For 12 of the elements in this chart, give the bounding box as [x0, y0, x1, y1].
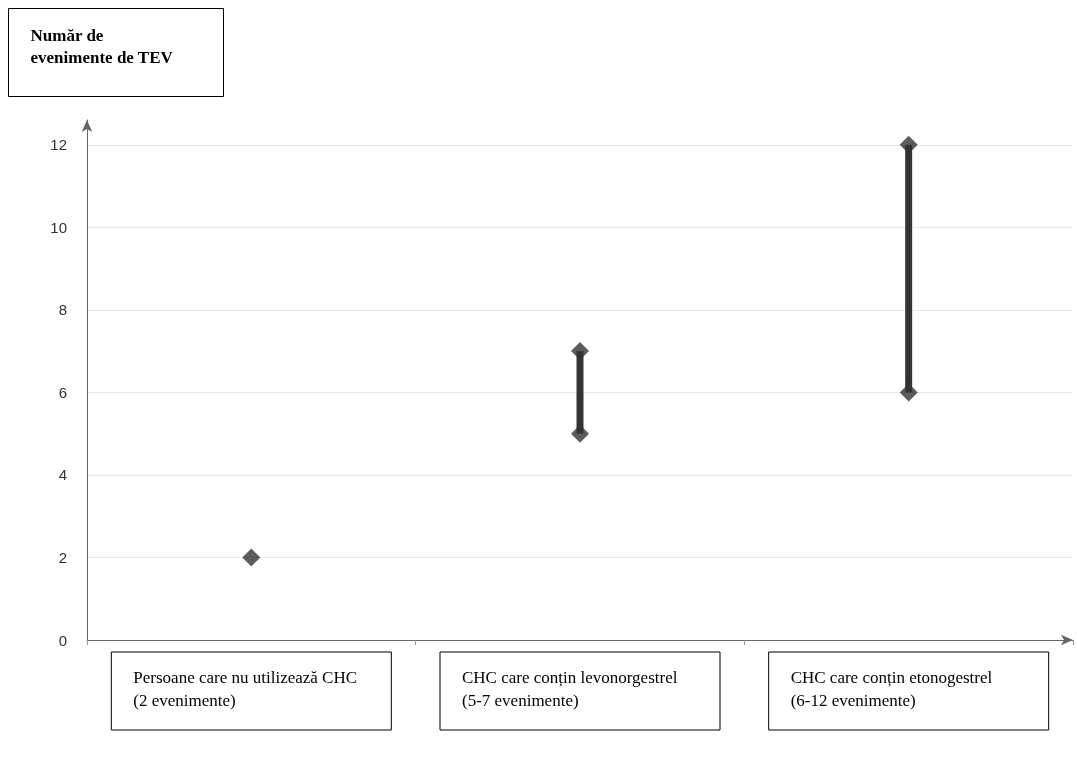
y-tick-label: 8 — [58, 301, 67, 319]
y-tick-label: 2 — [58, 548, 67, 566]
y-tick-label: 4 — [58, 466, 67, 484]
y-tick-label: 12 — [50, 136, 67, 154]
y-tick-label: 10 — [50, 218, 67, 236]
x-tick-label: Persoane care nu utilizează CHC (2 evenimente) — [133, 668, 358, 710]
y-axis-title: Număr de evenimente de TEV — [30, 26, 174, 67]
point — [242, 548, 261, 567]
y-tick-label: 6 — [58, 383, 67, 401]
x-tick-label: CHC care conțin etonogestrel (6-12 evenimente) — [790, 668, 993, 710]
x-tick-label: CHC care conțin levonorgestrel (5-7 evenimente) — [462, 668, 678, 710]
y-tick-label: 0 — [58, 631, 67, 649]
